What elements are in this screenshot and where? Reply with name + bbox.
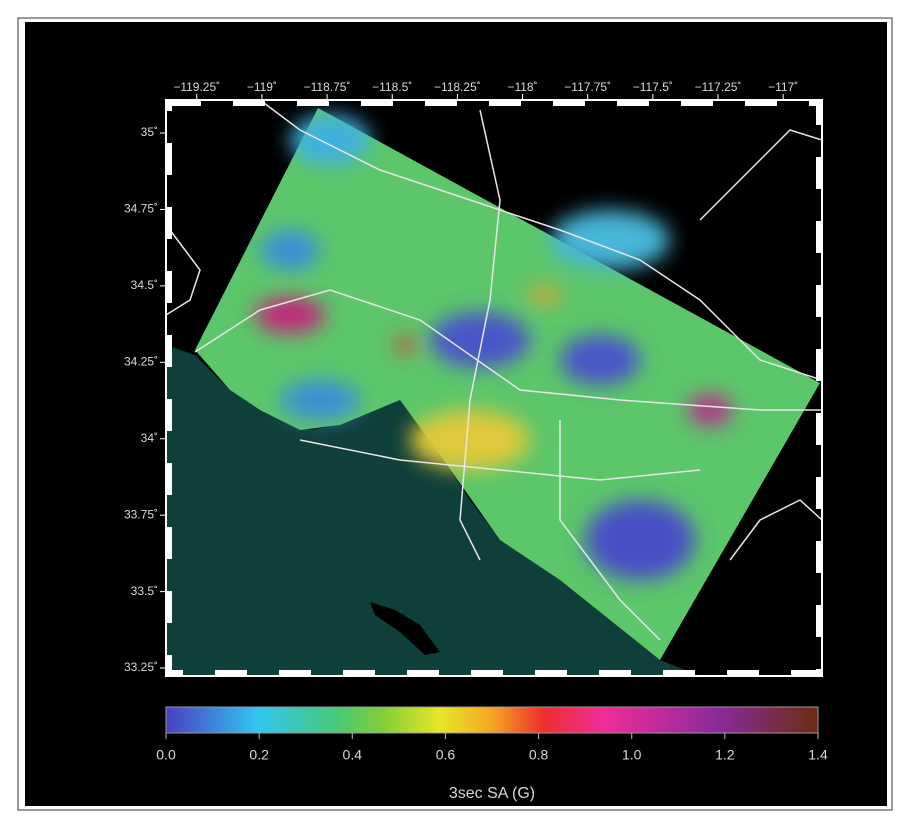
x-tick-label: −119˚ (247, 80, 277, 94)
colorbar-tick-label: 1.0 (622, 747, 642, 763)
y-tick-label: 33.5˚ (131, 584, 158, 598)
colorbar-tick-label: 0.4 (343, 747, 363, 763)
y-tick-label: 33.75˚ (124, 507, 158, 521)
figure: 3sec SA (G) −119.25˚ −119˚ −118.75˚ −118.5˚… (0, 0, 909, 823)
colorbar-tick-label: 0.2 (249, 747, 269, 763)
y-tick-label: 34.75˚ (124, 202, 158, 216)
colorbar (166, 707, 818, 733)
x-tick-label: −117.25˚ (695, 80, 742, 94)
colorbar-tick-label: 0.0 (156, 747, 176, 763)
colorbar-tick-label: 1.4 (808, 747, 828, 763)
x-tick-label: −119.25˚ (173, 80, 220, 94)
y-tick-label: 34˚ (141, 431, 158, 445)
x-tick-label: −118˚ (507, 80, 537, 94)
y-tick-label: 34.25˚ (124, 354, 158, 368)
x-tick-label: −117.5˚ (633, 80, 673, 94)
page: 3sec SA (G) −119.25˚ −119˚ −118.75˚ −118.5˚… (0, 0, 909, 828)
x-tick-label: −117.75˚ (564, 80, 611, 94)
y-tick-label: 35˚ (141, 125, 158, 139)
y-tick-label: 33.25˚ (124, 660, 158, 674)
colorbar-tick-label: 1.2 (715, 747, 735, 763)
colorbar-tick-label: 0.8 (529, 747, 549, 763)
colorbar-tick-label: 0.6 (436, 747, 456, 763)
colorbar-label: 3sec SA (G) (449, 785, 535, 802)
x-tick-label: −117˚ (768, 80, 798, 94)
x-tick-label: −118.75˚ (304, 80, 351, 94)
x-tick-label: −118.25˚ (434, 80, 481, 94)
y-tick-label: 34.5˚ (131, 278, 158, 292)
map (166, 100, 822, 676)
x-tick-label: −118.5˚ (372, 80, 412, 94)
